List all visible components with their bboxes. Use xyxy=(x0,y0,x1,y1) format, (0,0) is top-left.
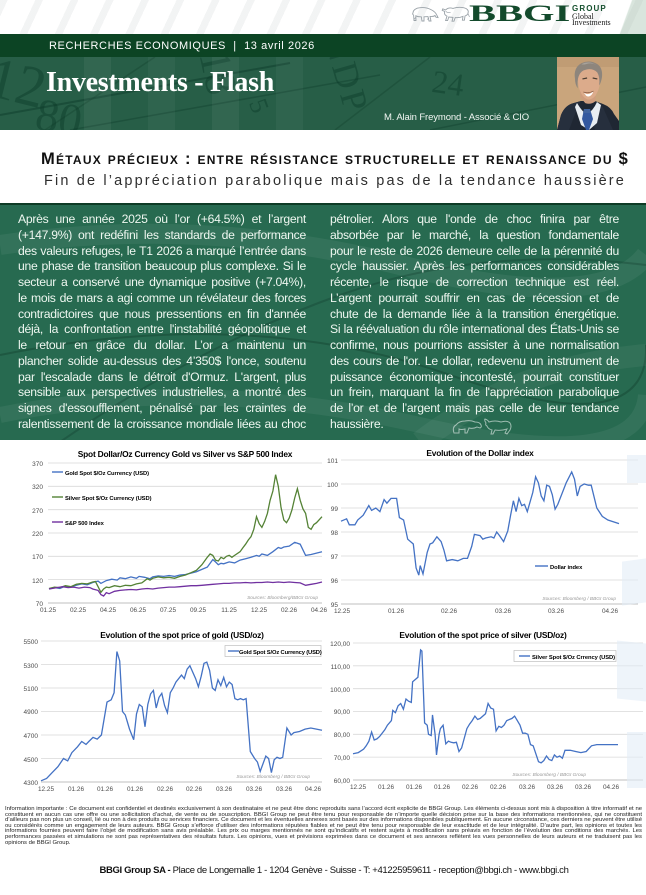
svg-text:03.26: 03.26 xyxy=(216,786,232,793)
svg-text:04.26: 04.26 xyxy=(311,607,327,614)
svg-text:11.25: 11.25 xyxy=(221,607,237,614)
svg-text:06.25: 06.25 xyxy=(130,607,146,614)
svg-text:03.26: 03.26 xyxy=(575,784,591,791)
svg-text:120,00: 120,00 xyxy=(330,641,350,648)
svg-text:320: 320 xyxy=(32,484,43,491)
svg-text:Sources: Bloomberg / BBGI Grou: Sources: Bloomberg / BBGI Group xyxy=(236,774,310,780)
svg-text:5500: 5500 xyxy=(24,639,39,646)
svg-text:5100: 5100 xyxy=(24,686,39,693)
svg-text:03.26: 03.26 xyxy=(246,786,262,793)
svg-text:95: 95 xyxy=(331,602,339,609)
svg-text:02.26: 02.26 xyxy=(490,784,506,791)
svg-text:370: 370 xyxy=(32,461,43,468)
svg-text:101: 101 xyxy=(327,458,338,465)
svg-text:Sources: Bloomberg/BBGI Group: Sources: Bloomberg/BBGI Group xyxy=(247,595,318,601)
svg-text:Gold Spot S/Oz Currency (USD): Gold Spot S/Oz Currency (USD) xyxy=(239,650,322,656)
svg-text:Silver Spot $/Oz Crrency (USD): Silver Spot $/Oz Crrency (USD) xyxy=(532,655,615,661)
svg-text:98: 98 xyxy=(331,530,339,537)
svg-text:4700: 4700 xyxy=(24,733,39,740)
svg-text:04.25: 04.25 xyxy=(100,607,116,614)
svg-text:S&P 500 Index: S&P 500 Index xyxy=(65,521,105,527)
svg-text:110,00: 110,00 xyxy=(331,664,351,671)
svg-text:12.25: 12.25 xyxy=(334,608,350,615)
svg-text:01.26: 01.26 xyxy=(378,784,394,791)
svg-text:70,00: 70,00 xyxy=(334,755,351,762)
svg-text:02.26: 02.26 xyxy=(462,784,478,791)
svg-text:220: 220 xyxy=(32,531,43,538)
svg-text:01.26: 01.26 xyxy=(127,786,143,793)
svg-text:07.25: 07.25 xyxy=(160,607,176,614)
svg-text:Evolution of the spot price of: Evolution of the spot price of silver (U… xyxy=(399,630,567,640)
svg-text:04.26: 04.26 xyxy=(602,608,618,615)
svg-text:01.26: 01.26 xyxy=(68,786,84,793)
svg-text:04.26: 04.26 xyxy=(603,784,619,791)
svg-text:120: 120 xyxy=(32,578,43,585)
svg-text:01.26: 01.26 xyxy=(97,786,113,793)
svg-text:Sources: Bloomberg / BBGI Grou: Sources: Bloomberg / BBGI Group xyxy=(542,596,616,602)
svg-text:100: 100 xyxy=(327,482,338,489)
svg-text:03.26: 03.26 xyxy=(547,784,563,791)
svg-text:01.26: 01.26 xyxy=(406,784,422,791)
svg-text:02.26: 02.26 xyxy=(281,607,297,614)
svg-text:Evolution of the spot price of: Evolution of the spot price of gold (USD… xyxy=(100,630,264,640)
svg-text:Gold Spot $/Oz Currency (USD): Gold Spot $/Oz Currency (USD) xyxy=(65,471,149,477)
svg-text:97: 97 xyxy=(331,554,339,561)
svg-text:Evolution of the Dollar index: Evolution of the Dollar index xyxy=(426,448,534,458)
svg-text:90,00: 90,00 xyxy=(334,709,351,716)
svg-text:96: 96 xyxy=(331,578,339,585)
svg-text:Silver Spot $/Oz Currency (USD: Silver Spot $/Oz Currency (USD) xyxy=(65,496,152,502)
svg-text:02.25: 02.25 xyxy=(70,607,86,614)
svg-text:12.25: 12.25 xyxy=(350,784,366,791)
svg-text:03.26: 03.26 xyxy=(548,608,564,615)
svg-text:03.26: 03.26 xyxy=(495,608,511,615)
svg-text:01.26: 01.26 xyxy=(388,608,404,615)
svg-text:03.26: 03.26 xyxy=(276,786,292,793)
svg-text:12.25: 12.25 xyxy=(38,786,54,793)
svg-text:100,00: 100,00 xyxy=(330,687,350,694)
svg-text:Spot Dollar/Oz Currency Gold v: Spot Dollar/Oz Currency Gold vs Silver v… xyxy=(78,449,293,459)
svg-text:01.25: 01.25 xyxy=(40,607,56,614)
svg-text:04.26: 04.26 xyxy=(305,786,321,793)
svg-text:02.26: 02.26 xyxy=(441,608,457,615)
svg-text:02.26: 02.26 xyxy=(157,786,173,793)
svg-text:270: 270 xyxy=(32,508,43,515)
svg-text:01.26: 01.26 xyxy=(434,784,450,791)
svg-text:03.26: 03.26 xyxy=(519,784,535,791)
svg-text:60,00: 60,00 xyxy=(334,778,351,785)
svg-text:99: 99 xyxy=(331,506,339,513)
svg-text:70: 70 xyxy=(36,601,44,608)
svg-text:80,00: 80,00 xyxy=(334,732,351,739)
svg-text:09.25: 09.25 xyxy=(190,607,206,614)
svg-text:170: 170 xyxy=(32,554,43,561)
svg-text:Sources: Bloomberg / BBGI Grou: Sources: Bloomberg / BBGI Group xyxy=(512,772,586,778)
svg-text:5300: 5300 xyxy=(24,663,39,670)
svg-text:Dollar index: Dollar index xyxy=(550,565,583,571)
svg-text:12.25: 12.25 xyxy=(251,607,267,614)
svg-text:4500: 4500 xyxy=(24,757,39,764)
svg-text:4300: 4300 xyxy=(24,780,39,787)
svg-text:4900: 4900 xyxy=(24,709,39,716)
svg-text:02.26: 02.26 xyxy=(186,786,202,793)
